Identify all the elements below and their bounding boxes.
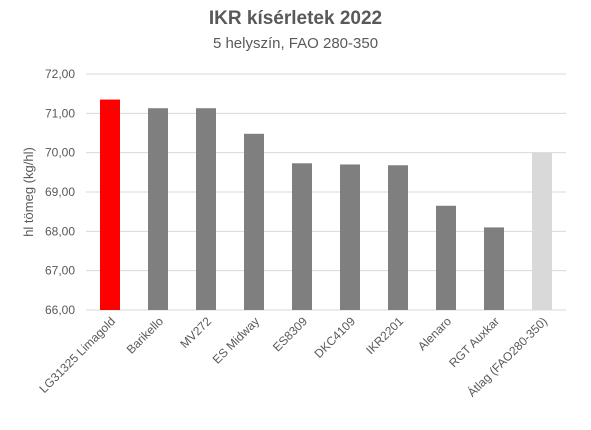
x-category-label: LG31325 Limagold — [37, 314, 119, 396]
x-category-label: ES8309 — [270, 314, 310, 354]
bar — [340, 164, 360, 310]
x-category-label: Átlag (FAO280-350) — [464, 314, 550, 400]
y-tick-label: 71,00 — [45, 106, 75, 120]
bar — [100, 99, 120, 310]
y-tick-label: 66,00 — [45, 303, 75, 317]
bars — [100, 99, 552, 310]
bar — [292, 163, 312, 310]
chart-subtitle: 5 helyszín, FAO 280-350 — [212, 35, 379, 52]
y-tick-label: 69,00 — [45, 185, 75, 199]
bar — [388, 165, 408, 310]
y-axis-label: hl tömeg (kg/hl) — [21, 147, 36, 237]
x-category-label: Barikello — [124, 314, 167, 357]
chart-title: IKR kísérletek 2022 — [208, 8, 383, 29]
bar — [436, 205, 456, 310]
x-category-label: DKC4109 — [311, 314, 358, 361]
y-tick-label: 68,00 — [45, 224, 75, 238]
x-category-label: Alenaro — [415, 314, 454, 353]
y-tick-label: 70,00 — [45, 146, 75, 160]
x-category-label: ES Midway — [210, 314, 262, 366]
bar — [484, 227, 504, 310]
y-axis-ticks: 66,00 67,00 68,00 69,00 70,00 71,00 72,00 — [45, 67, 75, 317]
bar — [244, 133, 264, 310]
y-tick-label: 72,00 — [45, 67, 75, 81]
y-tick-label: 67,00 — [45, 264, 75, 278]
x-category-label: IKR2201 — [363, 314, 406, 357]
bar — [148, 108, 168, 310]
x-category-label: MV272 — [177, 314, 214, 351]
bar — [196, 108, 216, 310]
bar — [532, 152, 552, 310]
